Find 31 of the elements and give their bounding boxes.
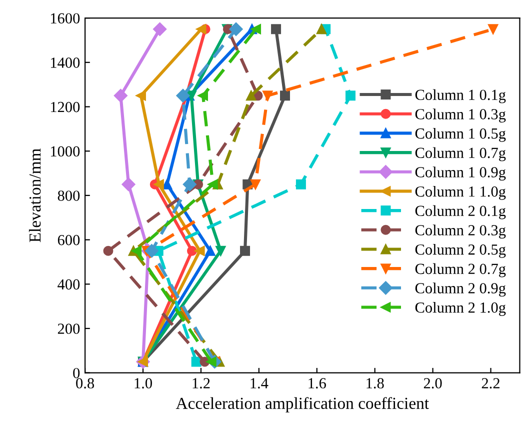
legend-label: Column 2 0.5g bbox=[415, 244, 506, 258]
y-tick-label: 200 bbox=[58, 324, 80, 334]
legend-label: Column 1 0.7g bbox=[415, 147, 506, 162]
y-tick-label: 600 bbox=[58, 234, 80, 246]
y-tick-label: 1000 bbox=[50, 146, 80, 157]
legend-label: Column 2 0.1g bbox=[415, 205, 506, 220]
y-tick-label: 0 bbox=[73, 368, 80, 378]
y-tick-label: 800 bbox=[58, 190, 80, 201]
x-tick-label: 1.6 bbox=[308, 378, 326, 388]
x-tick-label: 1.2 bbox=[192, 378, 210, 388]
legend-label: Column 2 1.0g bbox=[415, 302, 506, 316]
y-tick-label: 1600 bbox=[50, 13, 80, 24]
legend-label: Column 1 0.5g bbox=[415, 128, 506, 142]
x-tick-label: 1.0 bbox=[134, 378, 152, 388]
x-axis-title: Acceleration amplification coefficient bbox=[176, 397, 429, 412]
legend-label: Column 1 0.1g bbox=[415, 89, 506, 104]
y-tick-label: 1400 bbox=[50, 58, 80, 68]
y-axis-title: Elevation/mm bbox=[28, 148, 41, 242]
legend-label: Column 2 0.9g bbox=[415, 282, 506, 297]
legend-label: Column 1 1.0g bbox=[415, 186, 506, 200]
legend-label: Column 1 0.9g bbox=[415, 166, 506, 181]
legend-label: Column 2 0.7g bbox=[415, 263, 506, 278]
x-tick-label: 1.8 bbox=[366, 378, 384, 388]
legend-label: Column 1 0.3g bbox=[415, 108, 506, 123]
y-tick-label: 400 bbox=[58, 279, 80, 290]
x-tick-label: 2.2 bbox=[482, 378, 500, 388]
x-tick-label: 1.4 bbox=[250, 378, 268, 388]
legend-label: Column 2 0.3g bbox=[415, 224, 506, 239]
y-tick-label: 1200 bbox=[50, 102, 80, 112]
x-tick-label: 0.8 bbox=[76, 378, 94, 388]
x-tick-label: 2.0 bbox=[424, 378, 442, 388]
